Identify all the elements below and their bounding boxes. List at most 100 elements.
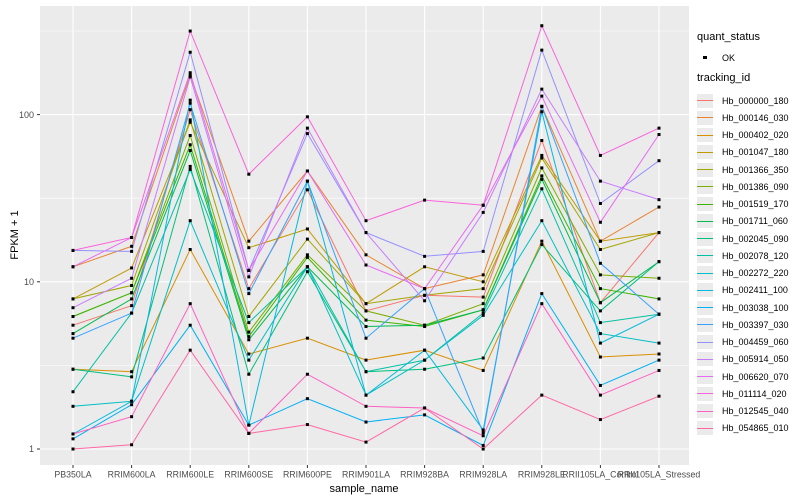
- legend-entry-label: Hb_002078_120: [722, 250, 789, 261]
- data-point: [188, 50, 192, 54]
- data-point: [130, 443, 134, 447]
- data-point: [540, 153, 544, 157]
- data-point: [540, 138, 544, 142]
- data-point: [598, 273, 602, 277]
- data-point: [364, 336, 368, 340]
- data-point: [481, 273, 485, 277]
- data-point: [481, 428, 485, 432]
- data-point: [657, 133, 661, 137]
- series-color-key-icon: [697, 128, 713, 143]
- data-point: [305, 115, 309, 119]
- data-point: [188, 164, 192, 168]
- data-point: [188, 108, 192, 112]
- legend: quant_status OK tracking_id Hb_000000_18…: [695, 0, 800, 500]
- data-point: [657, 205, 661, 209]
- data-point: [130, 375, 134, 379]
- data-point: [481, 308, 485, 312]
- data-point: [598, 418, 602, 422]
- data-point: [481, 313, 485, 317]
- data-point: [130, 311, 134, 315]
- data-point: [598, 179, 602, 183]
- data-point: [364, 358, 368, 362]
- data-point: [188, 73, 192, 77]
- legend-tracking-id-entries: Hb_000000_180 Hb_000146_030 Hb_000402_020 H…: [697, 92, 789, 437]
- y-axis-title: FPKM + 1: [9, 210, 21, 260]
- data-point: [364, 253, 368, 257]
- legend-entry-Hb_002411_100: Hb_002411_100: [697, 282, 789, 299]
- data-point: [364, 404, 368, 408]
- data-point: [188, 302, 192, 306]
- data-point: [305, 132, 309, 136]
- data-point: [423, 323, 427, 327]
- legend-entry-Hb_001711_060: Hb_001711_060: [697, 213, 789, 230]
- data-point: [247, 431, 251, 435]
- series-color-key-icon: [697, 179, 713, 194]
- data-point: [247, 321, 251, 325]
- data-point: [598, 341, 602, 345]
- data-point: [598, 239, 602, 243]
- data-point: [423, 265, 427, 269]
- legend-entry-label: Hb_006620_070: [722, 371, 789, 382]
- data-point: [481, 287, 485, 291]
- legend-entry-label: Hb_001386_090: [722, 181, 789, 192]
- legend-entry-label: Hb_000146_030: [722, 112, 789, 123]
- legend-entry-label: Hb_003397_030: [722, 319, 789, 330]
- data-point: [540, 110, 544, 114]
- data-point: [130, 284, 134, 288]
- series-color-key-icon: [697, 369, 713, 384]
- data-point: [657, 341, 661, 345]
- data-point: [540, 104, 544, 108]
- x-axis-title: sample_name: [329, 483, 399, 495]
- data-point: [247, 338, 251, 342]
- legend-entry-label: Hb_005914_050: [722, 354, 789, 365]
- data-point: [481, 368, 485, 372]
- data-point: [71, 306, 75, 310]
- series-color-key-icon: [697, 197, 713, 212]
- data-point: [540, 187, 544, 191]
- series-color-key-icon: [697, 266, 713, 281]
- data-point: [598, 393, 602, 397]
- data-point: [423, 348, 427, 352]
- data-point: [130, 403, 134, 407]
- data-point: [657, 276, 661, 280]
- data-point: [130, 399, 134, 403]
- data-point: [188, 98, 192, 102]
- series-color-key-icon: [697, 404, 713, 419]
- data-point: [71, 447, 75, 451]
- data-point: [657, 198, 661, 202]
- series-color-key-icon: [697, 421, 713, 436]
- data-point: [247, 372, 251, 376]
- legend-entry-label: Hb_002272_220: [722, 268, 789, 279]
- legend-entry-Hb_001386_090: Hb_001386_090: [697, 178, 789, 195]
- series-color-key-icon: [697, 110, 713, 125]
- data-point: [188, 143, 192, 147]
- data-point: [423, 287, 427, 291]
- data-point: [598, 383, 602, 387]
- series-color-key-icon: [697, 214, 713, 229]
- data-point: [305, 169, 309, 173]
- data-point: [540, 292, 544, 296]
- x-tick-label: RRIM928LA: [459, 470, 507, 480]
- y-tick-label: 1: [29, 444, 34, 454]
- legend-entry-Hb_012545_040: Hb_012545_040: [697, 403, 789, 420]
- data-point: [423, 299, 427, 303]
- legend-entry-Hb_000146_030: Hb_000146_030: [697, 109, 789, 126]
- data-point: [598, 309, 602, 313]
- series-color-key-icon: [697, 386, 713, 401]
- legend-entry-Hb_003397_030: Hb_003397_030: [697, 316, 789, 333]
- data-point: [657, 159, 661, 163]
- data-point: [305, 227, 309, 231]
- data-point: [481, 311, 485, 315]
- legend-entry-label: Hb_003038_100: [722, 302, 789, 313]
- data-point: [188, 71, 192, 75]
- data-point: [481, 447, 485, 451]
- legend-entry-label: OK: [722, 52, 736, 63]
- data-point: [364, 302, 368, 306]
- data-point: [188, 167, 192, 171]
- legend-entry-label: Hb_001047_180: [722, 147, 789, 158]
- data-point: [130, 276, 134, 280]
- legend-entry-Hb_003038_100: Hb_003038_100: [697, 299, 789, 316]
- x-tick-label: RRIM928BA: [400, 470, 449, 480]
- data-point: [481, 302, 485, 306]
